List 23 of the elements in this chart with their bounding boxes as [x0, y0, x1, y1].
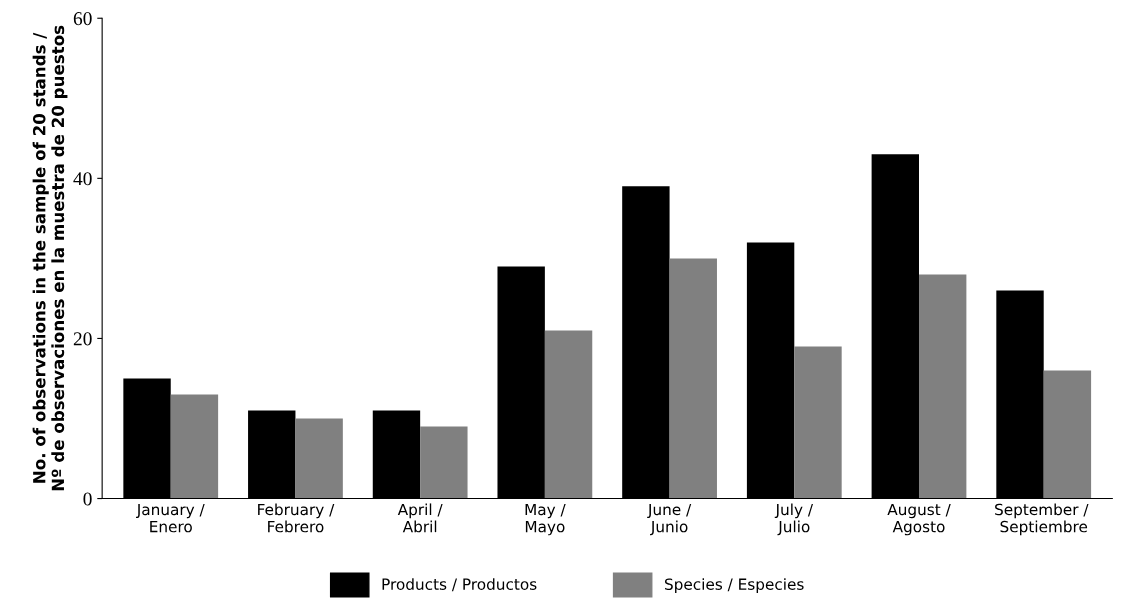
bar: [420, 426, 468, 499]
bar: [1043, 370, 1092, 499]
x-tick-label: April / Abril: [397, 503, 443, 533]
bar: [170, 394, 219, 499]
x-tick-label: July / Julio: [774, 503, 814, 536]
x-tick-label: May / Mayo: [525, 503, 566, 536]
x-tick-label: January / Enero: [135, 503, 205, 533]
x-tick-label: September / Septiembre: [995, 503, 1089, 536]
x-tick-label: June / Junio: [647, 503, 692, 536]
y-tick-label: 40: [73, 172, 92, 186]
bar: [544, 330, 593, 499]
legend-label: Species / Especies: [664, 578, 804, 593]
bar: [295, 418, 343, 499]
y-tick-label: 20: [73, 332, 92, 346]
bar: [919, 274, 967, 499]
y-axis-title: No. of observations in the sample of 20 stands / Nº de observaciones en la muestra de 20 puestos: [32, 25, 68, 491]
x-tick-label: August / Agosto: [887, 503, 951, 536]
bar: [669, 258, 717, 499]
y-tick-label: 0: [83, 492, 92, 506]
legend-label: Products / Productos: [382, 578, 537, 592]
bar: [794, 346, 842, 499]
y-tick-label: 60: [73, 12, 92, 26]
x-tick-label: February / Febrero: [258, 503, 335, 533]
